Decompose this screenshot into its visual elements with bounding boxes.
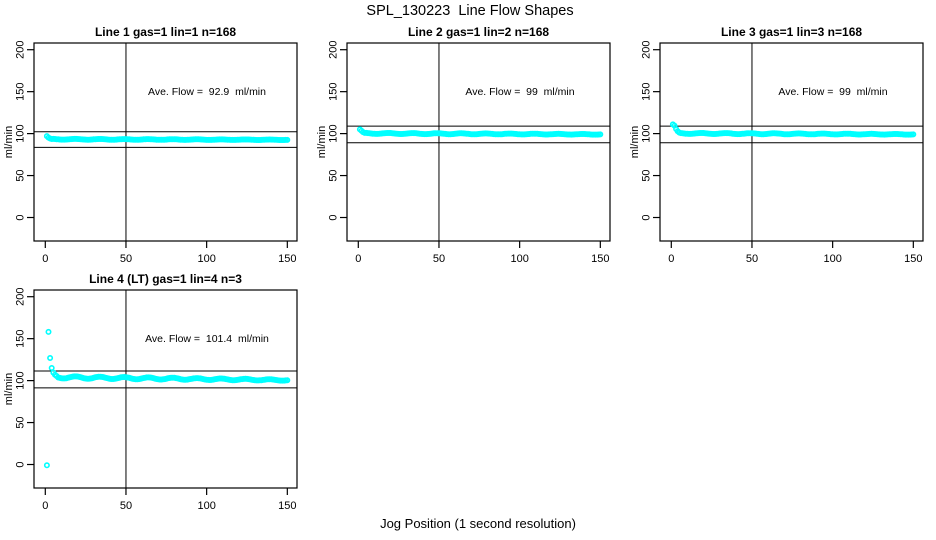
- svg-text:50: 50: [746, 253, 758, 265]
- x-axis-ticks: 0 50 100 150: [355, 241, 609, 265]
- svg-text:50: 50: [15, 416, 27, 428]
- svg-text:100: 100: [197, 253, 215, 265]
- panel-3-y-axis-label: ml/min: [629, 125, 641, 159]
- svg-text:100: 100: [15, 371, 27, 389]
- y-axis-ticks: 0 50 100 150 200: [641, 41, 660, 221]
- panel-2-y-axis-label: ml/min: [316, 125, 328, 159]
- svg-text:0: 0: [668, 253, 674, 265]
- data-points: [356, 126, 604, 138]
- svg-text:0: 0: [42, 500, 48, 512]
- svg-text:200: 200: [641, 41, 653, 59]
- svg-text:50: 50: [641, 169, 653, 181]
- x-axis-label: Jog Position (1 second resolution): [380, 516, 576, 531]
- svg-text:150: 150: [15, 82, 27, 100]
- svg-text:50: 50: [120, 253, 132, 265]
- svg-text:150: 150: [278, 253, 296, 265]
- y-axis-ticks: 0 50 100 150 200: [15, 41, 34, 221]
- panel-3-ave-flow-annotation: Ave. Flow = 99 ml/min: [778, 86, 888, 98]
- panel-4-plot: 0 50 100 150 0 50 100 150 200: [15, 288, 298, 512]
- svg-text:100: 100: [823, 253, 841, 265]
- svg-text:50: 50: [328, 169, 340, 181]
- plot-box: [33, 42, 298, 242]
- svg-text:150: 150: [591, 253, 609, 265]
- svg-text:0: 0: [15, 461, 27, 467]
- panel-3-title: Line 3 gas=1 lin=3 n=168: [720, 25, 863, 39]
- svg-text:150: 150: [278, 500, 296, 512]
- svg-text:100: 100: [641, 124, 653, 142]
- svg-text:100: 100: [328, 124, 340, 142]
- svg-text:100: 100: [15, 124, 27, 142]
- panel-2-plot: 0 50 100 150 0 50 100 150 200: [328, 41, 611, 265]
- svg-text:0: 0: [355, 253, 361, 265]
- svg-text:0: 0: [15, 214, 27, 220]
- x-axis-ticks: 0 50 100 150: [42, 241, 296, 265]
- panel-4-title: Line 4 (LT) gas=1 lin=4 n=3: [89, 272, 242, 286]
- svg-text:200: 200: [15, 288, 27, 306]
- y-axis-ticks: 0 50 100 150 200: [15, 288, 34, 468]
- svg-text:200: 200: [328, 41, 340, 59]
- panel-2-title: Line 2 gas=1 lin=2 n=168: [407, 25, 550, 39]
- panel-4-y-axis-label: ml/min: [3, 372, 15, 406]
- panel-4-ave-flow-annotation: Ave. Flow = 101.4 ml/min: [145, 333, 269, 345]
- svg-text:150: 150: [15, 329, 27, 347]
- svg-text:200: 200: [15, 41, 27, 59]
- plot-box: [33, 289, 298, 489]
- svg-text:150: 150: [641, 82, 653, 100]
- panel-1-title: Line 1 gas=1 lin=1 n=168: [94, 25, 237, 39]
- panel-1-ave-flow-annotation: Ave. Flow = 92.9 ml/min: [148, 86, 266, 98]
- panel-3-plot: 0 50 100 150 0 50 100 150 200: [641, 41, 924, 265]
- panel-2-ave-flow-annotation: Ave. Flow = 99 ml/min: [465, 86, 575, 98]
- panel-1-y-axis-label: ml/min: [3, 125, 15, 159]
- svg-text:0: 0: [328, 214, 340, 220]
- svg-text:100: 100: [197, 500, 215, 512]
- x-axis-ticks: 0 50 100 150: [42, 488, 296, 512]
- svg-text:50: 50: [15, 169, 27, 181]
- svg-text:50: 50: [433, 253, 445, 265]
- svg-text:150: 150: [904, 253, 922, 265]
- data-points: [669, 121, 917, 138]
- panel-1-plot: 0 50 100 150 0 50 100 150 200: [15, 41, 298, 265]
- data-points: [43, 133, 291, 144]
- y-axis-ticks: 0 50 100 150 200: [328, 41, 347, 221]
- figure-title: SPL_130223 Line Flow Shapes: [366, 3, 574, 19]
- svg-text:150: 150: [328, 82, 340, 100]
- svg-text:100: 100: [510, 253, 528, 265]
- plot-box: [659, 42, 924, 242]
- data-points: [43, 328, 291, 469]
- svg-text:50: 50: [120, 500, 132, 512]
- x-axis-ticks: 0 50 100 150: [668, 241, 922, 265]
- svg-text:0: 0: [641, 214, 653, 220]
- plot-box: [346, 42, 611, 242]
- svg-text:0: 0: [42, 253, 48, 265]
